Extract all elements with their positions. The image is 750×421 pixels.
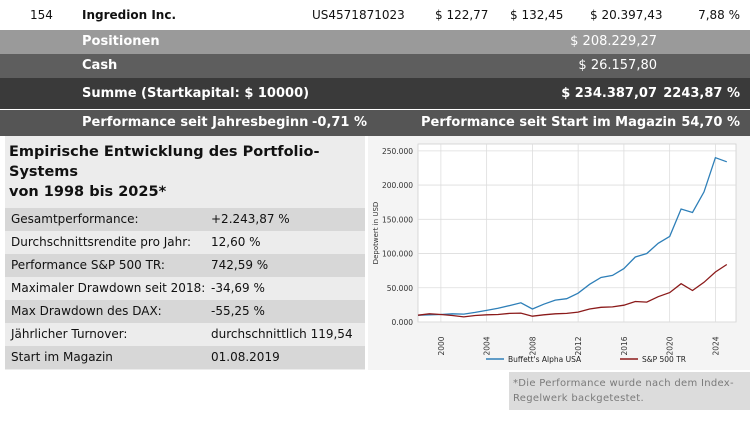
chart-container: 0.000 50.000 100.000 150.000 200.000 250.000 2…	[368, 136, 750, 370]
performance-row: Performance seit Jahresbeginn -0,71 % Pe…	[0, 110, 750, 136]
stat-label: Maximaler Drawdown seit 2018:	[11, 281, 206, 295]
stat-value: 01.08.2019	[211, 350, 280, 364]
stat-row-max-drawdown: Maximaler Drawdown seit 2018: -34,69 %	[5, 277, 365, 300]
stat-value: +2.243,87 %	[211, 212, 290, 226]
stat-value: -55,25 %	[211, 304, 265, 318]
holding-price-1: $ 122,77	[435, 8, 489, 22]
legend-label-2: S&P 500 TR	[642, 355, 686, 364]
performance-chart: 0.000 50.000 100.000 150.000 200.000 250.000 2…	[372, 143, 737, 364]
x-tick-label: 2024	[711, 336, 720, 355]
holding-number: 154	[30, 8, 53, 22]
since-start-performance-value: 54,70 %	[681, 115, 740, 130]
cash-value: $ 26.157,80	[578, 58, 657, 73]
positions-label: Positionen	[82, 34, 160, 49]
stat-row-avg-return: Durchschnittsrendite pro Jahr: 12,60 %	[5, 231, 365, 254]
positions-row: Positionen $ 208.229,27	[0, 30, 750, 54]
x-tick-label: 2004	[483, 336, 492, 355]
stat-row-magazine-start: Start im Magazin 01.08.2019	[5, 346, 365, 369]
stats-panel: Empirische Entwicklung des Portfolio-Sys…	[5, 136, 365, 370]
holding-name: Ingredion Inc.	[82, 8, 177, 22]
x-tick-label: 2016	[620, 336, 629, 355]
y-tick-label: 0.000	[392, 318, 414, 327]
holding-price-2: $ 132,45	[510, 8, 564, 22]
stat-label: Gesamtperformance:	[11, 212, 139, 226]
stats-table: Gesamtperformance: +2.243,87 % Durchschn…	[5, 208, 365, 369]
x-tick-label: 2008	[528, 336, 537, 355]
ytd-performance-label: Performance seit Jahresbeginn	[82, 115, 309, 130]
stat-row-sp500-performance: Performance S&P 500 TR: 742,59 %	[5, 254, 365, 277]
footnote: *Die Performance wurde nach dem Index-Re…	[509, 372, 750, 410]
y-axis-label: Depotwert in USD	[372, 202, 380, 265]
x-tick-label: 2012	[574, 336, 583, 355]
stat-row-dax-drawdown: Max Drawdown des DAX: -55,25 %	[5, 300, 365, 323]
plot-area	[417, 143, 737, 323]
sum-value: $ 234.387,07	[561, 86, 657, 101]
holding-value: $ 20.397,43	[590, 8, 663, 22]
sum-row: Summe (Startkapital: $ 10000) $ 234.387,…	[0, 78, 750, 109]
stat-label: Max Drawdown des DAX:	[11, 304, 162, 318]
y-tick-label: 50.000	[387, 284, 413, 293]
stat-label: Start im Magazin	[11, 350, 113, 364]
holding-row: 154 Ingredion Inc. US4571871023 $ 122,77…	[0, 0, 750, 30]
x-tick-label: 2000	[437, 336, 446, 355]
since-start-performance-label: Performance seit Start im Magazin	[421, 115, 677, 130]
stat-row-total-performance: Gesamtperformance: +2.243,87 %	[5, 208, 365, 231]
series-line-1	[417, 156, 728, 316]
series-line-2	[417, 263, 728, 318]
y-tick-label: 100.000	[382, 250, 413, 259]
y-tick-label: 250.000	[382, 147, 413, 156]
cash-row: Cash $ 26.157,80	[0, 54, 750, 78]
stat-value: -34,69 %	[211, 281, 265, 295]
stat-label: Performance S&P 500 TR:	[11, 258, 165, 272]
stat-row-turnover: Jährlicher Turnover: durchschnittlich 11…	[5, 323, 365, 364]
panel-heading: Empirische Entwicklung des Portfolio-Sys…	[9, 142, 359, 202]
x-tick-label: 2020	[666, 336, 675, 355]
stat-label: Durchschnittsrendite pro Jahr:	[11, 235, 191, 249]
holding-weight: 7,88 %	[698, 8, 740, 22]
sum-label: Summe (Startkapital: $ 10000)	[82, 86, 310, 101]
y-tick-label: 150.000	[382, 215, 413, 224]
stat-value: 742,59 %	[211, 258, 269, 272]
positions-value: $ 208.229,27	[570, 34, 657, 49]
divider	[0, 109, 750, 110]
stat-label: Jährlicher Turnover:	[11, 327, 128, 341]
sum-percent: 2243,87 %	[663, 86, 740, 101]
stat-value: 12,60 %	[211, 235, 261, 249]
panel-heading-line-2: von 1998 bis 2025*	[9, 184, 167, 200]
legend-label-1: Buffett's Alpha USA	[508, 355, 582, 364]
cash-label: Cash	[82, 58, 118, 73]
holding-isin: US4571871023	[312, 8, 405, 22]
ytd-performance-value: -0,71 %	[312, 115, 368, 130]
panel-heading-line-1: Empirische Entwicklung des Portfolio-Sys…	[9, 144, 320, 180]
y-tick-label: 200.000	[382, 181, 413, 190]
